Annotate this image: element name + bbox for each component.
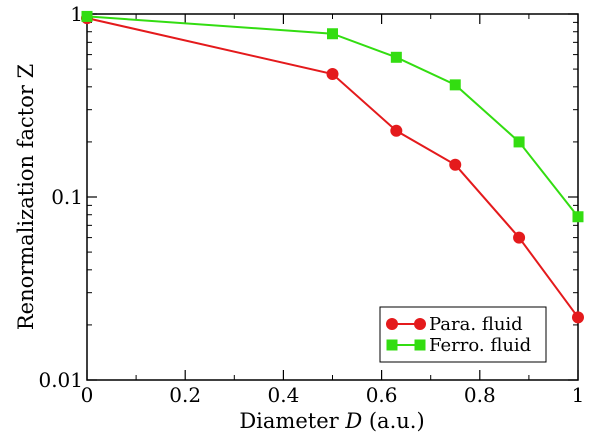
data-point	[513, 231, 526, 244]
x-tick-label: 0.4	[267, 383, 299, 407]
data-point	[572, 211, 584, 223]
x-tick-label: 0.8	[464, 383, 496, 407]
x-tick-label: 0	[81, 383, 94, 407]
x-tick-labels: 0 0.2 0.4 0.6 0.8 1	[81, 383, 585, 407]
data-point	[326, 68, 339, 81]
series-line	[86, 17, 579, 318]
y-axis-label: Renormalization factor Z	[14, 64, 38, 330]
data-point	[327, 28, 338, 40]
legend-label: Para. fluid	[429, 314, 523, 335]
data-point	[390, 124, 403, 137]
data-point	[513, 136, 525, 148]
legend-marker	[414, 318, 426, 330]
data-point	[572, 311, 584, 324]
y-tick-label: 0.01	[38, 368, 83, 392]
data-point	[449, 79, 461, 91]
y-tick-labels: 0.01 0.1 1	[38, 2, 83, 392]
x-tick-label: 0.2	[169, 383, 201, 407]
series-ferro-fluid	[81, 10, 584, 223]
legend-box	[379, 306, 547, 363]
y-tick-label: 0.1	[51, 185, 83, 209]
legend-marker	[414, 339, 426, 351]
legend-marker	[386, 318, 398, 330]
y-tick-label: 1	[70, 2, 83, 26]
series-line	[86, 15, 579, 218]
data-point	[81, 10, 93, 22]
legend-marker	[386, 339, 398, 351]
x-axis-label: Diameter D (a.u.)	[239, 409, 424, 433]
x-tick-label: 1	[572, 383, 585, 407]
data-point	[390, 51, 402, 63]
series-layer	[81, 10, 584, 324]
legend-label: Ferro. fluid	[429, 335, 531, 356]
series-para-fluid	[81, 12, 584, 324]
data-point	[449, 158, 462, 171]
x-tick-label: 0.6	[366, 383, 398, 407]
